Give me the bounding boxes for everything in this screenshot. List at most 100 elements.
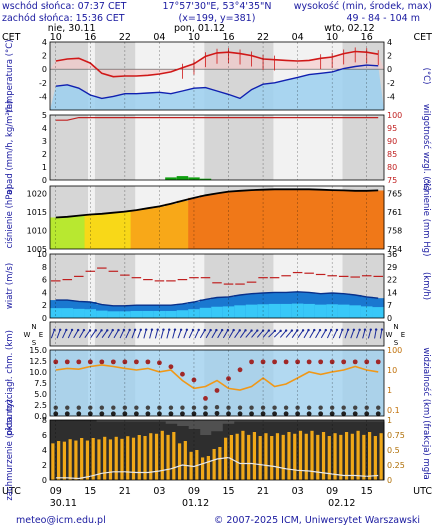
compass-e: E [39, 331, 43, 339]
wind-arrow [177, 329, 182, 339]
panel-title-left: temperatura (°C) [5, 39, 15, 112]
compass-s: S [394, 339, 399, 347]
octas-tick: 8 [42, 416, 47, 425]
wind-arrow-head [279, 329, 282, 333]
wind-arrow-head [244, 329, 247, 332]
pressure-column [234, 190, 247, 249]
fog-bar [362, 434, 366, 480]
cloud-mid-dot [134, 405, 139, 410]
wind-arrow-head [363, 328, 367, 331]
wind-arrow-head [65, 328, 68, 332]
cloud-top-dot [145, 359, 151, 365]
cloud-top-dot [203, 396, 208, 401]
wind-arrow-head [307, 328, 310, 332]
fog-bar [281, 434, 285, 480]
wind-arrow [78, 329, 85, 339]
time-tick-bottom: 09 [50, 486, 62, 497]
wind-arrow [350, 329, 355, 339]
cloud-top-dot [306, 359, 312, 365]
cloud-top-dot [99, 359, 105, 365]
precip-tick: 2 [42, 150, 47, 159]
wind-tick-left: 10 [37, 250, 47, 259]
utc-label-right: UTC [413, 486, 432, 497]
visibility-tick: 10 [387, 366, 397, 375]
wind-arrow [172, 329, 176, 339]
wind-min-column [222, 306, 235, 318]
wind-arrow-head [144, 328, 148, 331]
fog-bar [327, 436, 331, 480]
pressure-tick-left: 1005 [27, 245, 47, 254]
fog-bar [310, 430, 314, 480]
compass-s: S [32, 339, 37, 347]
wind-arrow [303, 329, 309, 339]
wind-min-column [211, 306, 224, 318]
pressure-tick-left: 1010 [27, 226, 47, 235]
fog-bar [85, 440, 90, 480]
wind-arrow-head [173, 328, 177, 331]
cloud-base-dot [180, 411, 185, 417]
compass-n: N [31, 323, 36, 331]
compass-e: E [401, 331, 405, 339]
precip-bar [176, 176, 189, 180]
temp-tick-left: 2 [42, 52, 47, 61]
time-tick-top: 16 [361, 32, 373, 43]
cloud-top-dot [110, 359, 116, 365]
wind-arrow [374, 329, 377, 339]
time-tick-bottom: 21 [257, 486, 269, 497]
wind-arrow-head [100, 329, 103, 332]
fog-bar [131, 437, 136, 480]
time-tick-bottom: 03 [153, 486, 165, 497]
humidity-tick: 80 [387, 163, 397, 172]
cloud-depth-tick: 7.5 [34, 379, 47, 388]
cloud-base-dot [295, 411, 301, 417]
fog-bar [379, 433, 383, 480]
wind-tick-left: 8 [42, 263, 47, 272]
cloud-top-dot [272, 359, 277, 365]
cloud-mid-dot [65, 405, 70, 410]
pressure-tick-right: 761 [387, 208, 402, 217]
wind-arrow [166, 329, 170, 339]
wind-arrow-head [220, 328, 224, 332]
wind-min-column [326, 304, 339, 318]
pressure-line [55, 188, 379, 219]
footer-copyright: © 2007-2025 ICM, Uniwersytet Warszawski [214, 515, 420, 526]
fog-tick: 0.75 [387, 431, 405, 440]
octas-tick: 0 [42, 476, 47, 485]
cloud-base-dot [329, 411, 335, 417]
wind-arrow [160, 329, 164, 339]
wind-arrow-head [256, 329, 259, 332]
wind-tick-right: 7 [387, 301, 392, 310]
wind-arrow-head [358, 328, 361, 331]
footer-email[interactable]: meteo@icm.edu.pl [16, 515, 106, 526]
wind-arrow-head [88, 329, 92, 332]
fog-bar [321, 432, 326, 480]
wind-arrow-head [168, 328, 171, 331]
elevation-values: 49 - 84 - 104 m [346, 13, 420, 24]
cloud-top-dot [87, 359, 93, 365]
pressure-column [303, 189, 316, 249]
pressure-column [96, 213, 109, 249]
cloud-mid-dot [214, 405, 220, 410]
wind-arrow-head [374, 328, 378, 331]
time-tick-top: 16 [222, 32, 234, 43]
wind-tick-right: 0 [387, 314, 392, 323]
fog-bar [62, 441, 66, 480]
panels [50, 47, 385, 480]
day-label-top: nie, 30.11 [48, 23, 96, 34]
panel-title-left: opad (mm/h, kg/m²/h) [5, 101, 15, 195]
humidity-tick: 100 [387, 111, 402, 120]
compass-w: W [386, 331, 393, 339]
cloud-base-dot [341, 411, 347, 417]
wind-min-column [61, 308, 74, 318]
wind-arrow [199, 329, 206, 339]
wind-tick-right: 36 [387, 250, 397, 259]
time-tick-top: 22 [119, 32, 131, 43]
precip-tick: 4 [42, 124, 47, 133]
cloud-mid-dot [376, 405, 381, 410]
cloud-mid-dot [249, 405, 254, 410]
temp-tick-left: 0 [42, 65, 47, 74]
cloud-top-dot [237, 367, 243, 373]
wind-arrow-head [139, 328, 142, 331]
cloud-top-dot [329, 359, 335, 365]
wind-min-column [199, 307, 212, 318]
